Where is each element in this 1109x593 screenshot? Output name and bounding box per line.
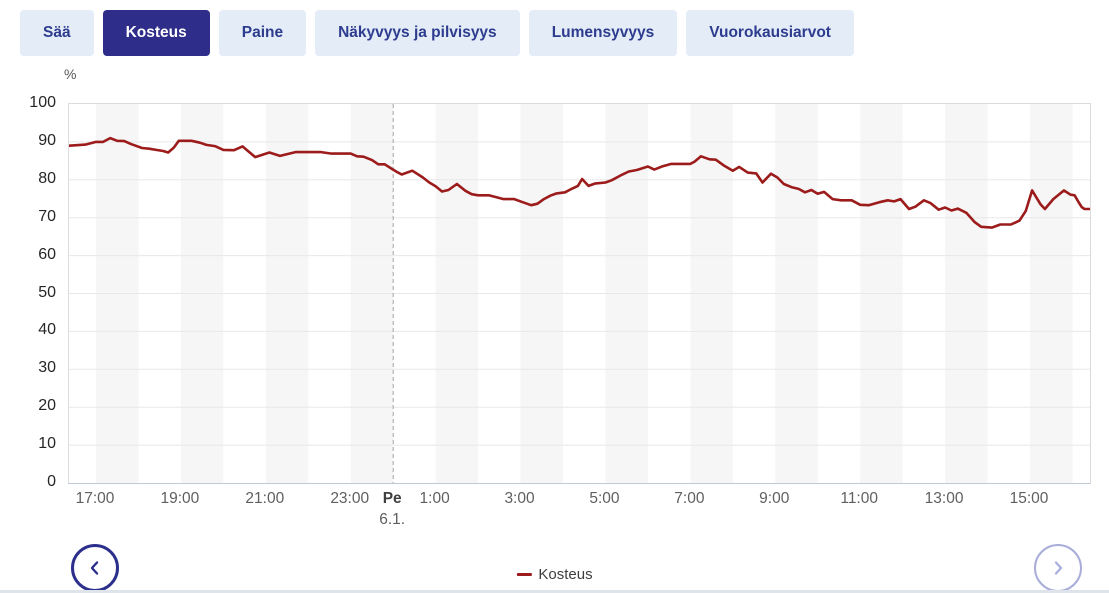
tab-kosteus[interactable]: Kosteus [102,10,210,56]
humidity-chart-plot-area[interactable] [68,103,1091,484]
humidity-line [69,136,1090,229]
y-axis-label: 70 [38,207,56,225]
y-axis-label: 100 [29,94,56,111]
y-axis-label: 80 [38,169,56,187]
humidity-chart [69,104,1090,483]
x-axis-label: 19:00 [160,490,200,507]
y-axis-label: 90 [38,131,56,149]
x-axis-label: 5:00 [589,490,620,507]
prev-button[interactable] [71,544,119,592]
tab-nakyvyys-ja-pilvisyys[interactable]: Näkyvyys ja pilvisyys [315,10,520,56]
y-axis-label: 50 [38,283,56,301]
y-axis-label: 10 [38,435,56,453]
tab-vuorokausiarvot[interactable]: Vuorokausiarvot [686,10,854,56]
x-axis-label: 11:00 [840,490,878,507]
x-axis-label: 9:00 [759,490,790,507]
chart-legend: Kosteus [516,566,593,583]
chevron-right-icon [1049,559,1067,577]
x-axis-label: 7:00 [674,490,705,507]
tab-lumensyvyys[interactable]: Lumensyvyys [528,10,678,56]
tab-paine[interactable]: Paine [218,10,307,56]
legend-label: Kosteus [538,566,593,583]
x-axis-label: 21:00 [245,490,285,507]
x-axis-label: 13:00 [924,490,964,507]
x-axis-label: 17:00 [75,490,115,507]
chevron-left-icon [86,559,104,577]
y-axis-unit: % [64,66,77,82]
x-axis-label: 15:00 [1009,490,1049,507]
x-axis-label: 23:00 [330,490,370,507]
y-axis-label: 0 [47,473,56,490]
section-divider [0,590,1109,593]
y-axis-label: 60 [38,245,56,263]
next-button[interactable] [1034,544,1082,592]
tab-bar: Sää Kosteus Paine Näkyvyys ja pilvisyys Lume… [20,10,854,56]
legend-line-swatch [516,573,532,576]
x-axis-date-label: 6.1. [379,511,406,528]
x-axis-label: 3:00 [504,490,535,507]
x-axis-label: Pe [382,490,402,507]
y-axis-label: 30 [38,359,56,377]
x-axis-label: 1:00 [419,490,450,507]
y-axis-label: 40 [38,321,56,339]
tab-saa[interactable]: Sää [20,10,94,56]
y-axis-label: 20 [38,397,56,415]
